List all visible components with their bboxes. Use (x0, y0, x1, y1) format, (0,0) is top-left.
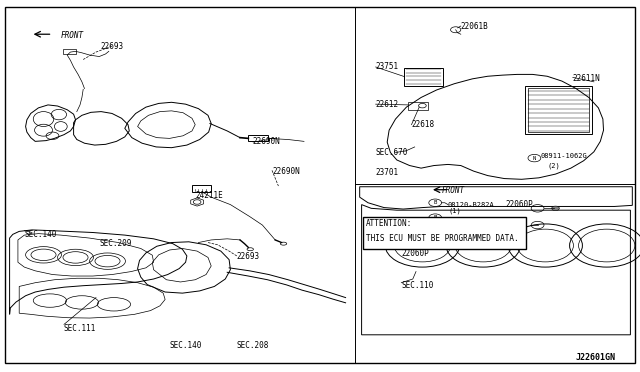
Text: 08911-1062G: 08911-1062G (541, 153, 588, 159)
Text: (1): (1) (448, 227, 461, 234)
Text: SEC.209: SEC.209 (99, 239, 132, 248)
Text: 22060P: 22060P (506, 200, 533, 209)
Text: THIS ECU MUST BE PROGRAMMED DATA.: THIS ECU MUST BE PROGRAMMED DATA. (366, 234, 518, 243)
Text: 23751: 23751 (376, 62, 399, 71)
Text: (2): (2) (547, 162, 560, 169)
Bar (525, 86, 592, 134)
Text: SEC.208: SEC.208 (237, 341, 269, 350)
Text: 22061B: 22061B (461, 22, 488, 31)
Text: 08120-B282A: 08120-B282A (448, 221, 495, 227)
Text: 22611N: 22611N (573, 74, 600, 83)
Text: N: N (532, 155, 536, 161)
Bar (63, 49, 76, 54)
Text: 22690N: 22690N (253, 137, 280, 146)
Circle shape (552, 206, 559, 211)
Bar (408, 102, 428, 110)
Text: SEC.140: SEC.140 (170, 341, 202, 350)
Text: 22693: 22693 (100, 42, 124, 51)
Text: SEC.140: SEC.140 (24, 230, 57, 239)
Bar (404, 68, 443, 86)
Text: 23701: 23701 (376, 169, 399, 177)
Text: 08120-B282A: 08120-B282A (448, 202, 495, 208)
Bar (363, 217, 526, 249)
Text: FRONT: FRONT (442, 186, 465, 195)
Text: ATTENTION:: ATTENTION: (366, 219, 412, 228)
Text: SEC.670: SEC.670 (376, 148, 408, 157)
Text: (1): (1) (448, 208, 461, 214)
Bar (192, 185, 211, 192)
Text: SEC.111: SEC.111 (64, 324, 97, 333)
Bar (528, 88, 589, 132)
Text: 22690N: 22690N (272, 167, 300, 176)
Text: 22612: 22612 (376, 100, 399, 109)
Bar (248, 135, 268, 141)
Text: B: B (433, 215, 437, 220)
Text: 22618: 22618 (412, 120, 435, 129)
Text: 22060P: 22060P (401, 249, 429, 258)
Text: J22601GN: J22601GN (576, 353, 616, 362)
Text: 24211E: 24211E (195, 191, 223, 200)
Text: SEC.110: SEC.110 (401, 281, 434, 290)
Text: 22693: 22693 (237, 252, 260, 261)
Text: B: B (433, 200, 437, 205)
Text: FRONT: FRONT (61, 31, 84, 40)
